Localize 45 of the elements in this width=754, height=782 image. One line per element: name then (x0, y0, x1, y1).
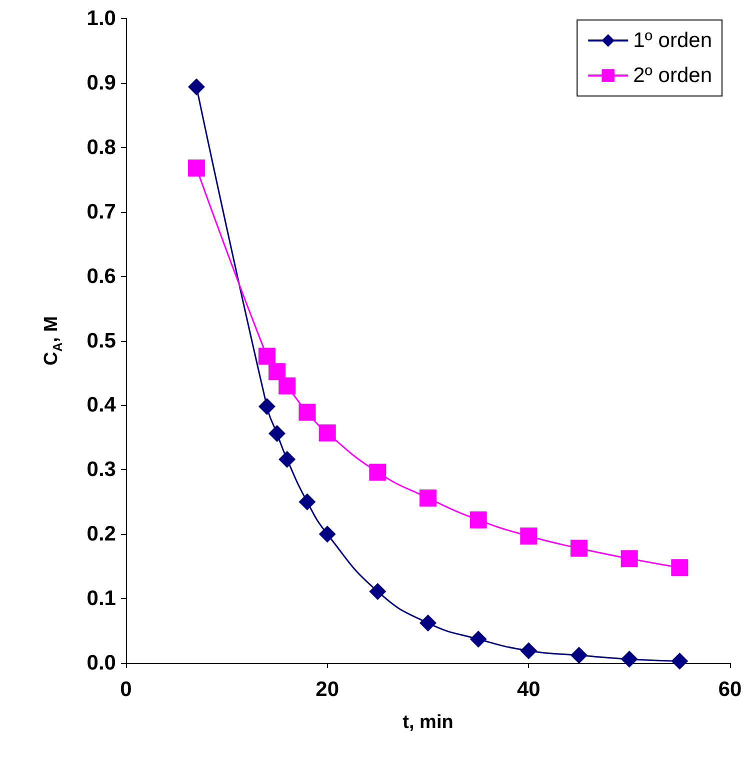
x-tick-label: 40 (516, 678, 540, 701)
x-axis-title: t, min (402, 712, 454, 733)
point (570, 646, 588, 664)
point (369, 464, 386, 481)
point (369, 582, 386, 600)
y-tick-label: 0.5 (86, 329, 116, 352)
x-tick-label: 0 (120, 678, 132, 701)
y-axis-title: CA, M (41, 316, 65, 366)
y-tick-label: 0.9 (86, 71, 116, 94)
point (278, 450, 296, 468)
y-tick-label: 1.0 (86, 7, 116, 30)
point (318, 526, 336, 543)
y-tick-label: 0.0 (86, 652, 116, 674)
y-tick-label: 0.8 (86, 136, 116, 159)
x-tick-label: 60 (718, 678, 742, 701)
point (671, 652, 688, 670)
point (318, 424, 336, 442)
point (268, 425, 286, 442)
y-tick-label: 0.6 (86, 264, 116, 288)
y-tick-label: 0.1 (86, 587, 116, 610)
legend-label: 2º orden (633, 64, 712, 87)
point (298, 493, 316, 510)
point (298, 404, 316, 421)
point (420, 614, 436, 632)
y-tick-label: 0.3 (86, 458, 116, 482)
point (268, 363, 286, 380)
point (278, 377, 296, 394)
point (520, 642, 538, 660)
point (470, 630, 487, 648)
point (258, 348, 276, 365)
point (520, 528, 538, 545)
point (420, 490, 436, 507)
point (570, 540, 588, 557)
point (258, 398, 276, 415)
point (188, 78, 205, 96)
y-tick-label: 0.2 (86, 522, 116, 546)
y-tick-label: 0.4 (86, 394, 116, 417)
point (188, 160, 205, 177)
point (620, 550, 638, 568)
x-tick-label: 20 (316, 678, 340, 701)
point (671, 559, 688, 576)
point (620, 650, 638, 668)
point (470, 511, 487, 528)
legend-label: 1º orden (633, 29, 712, 52)
y-tick-label: 0.7 (86, 200, 116, 224)
